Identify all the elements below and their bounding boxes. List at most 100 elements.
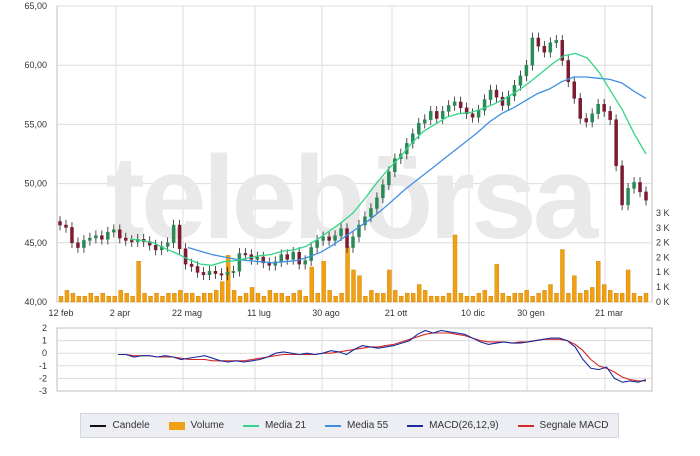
candle [351,236,355,248]
price-tick-label: 40,00 [24,297,47,307]
legend-label-macd: MACD(26,12,9) [429,420,499,431]
volume-bar [112,295,117,303]
candle [500,96,505,106]
volume-bar [536,293,541,303]
volume-bar [285,295,291,303]
volume-bar [584,290,589,303]
volume-bar [524,290,529,303]
price-panel [56,5,653,303]
candle [303,260,307,265]
legend-item-macd: MACD(26,12,9) [407,420,499,431]
volume-tick-label: 3 K [656,223,670,233]
candle [363,216,367,226]
candle [213,270,218,274]
candle [375,197,379,209]
candle [638,182,642,193]
volume-bar [255,293,261,303]
volume-bar [243,293,249,303]
legend-label-media55: Media 55 [347,420,389,431]
candle [64,224,68,228]
volume-bar [178,290,183,303]
volume-bar [208,293,213,303]
volume-bar [225,255,231,303]
volume-bar [327,290,332,303]
candle [315,240,319,248]
price-tick-label: 45,00 [24,238,47,248]
candle [608,111,612,120]
volume-bar [452,234,458,303]
volume-bar [363,295,368,303]
candle [255,256,260,260]
volume-bar [512,293,517,303]
candle [219,273,224,276]
volume-bar [345,246,350,303]
volume-bar [488,295,493,303]
volume-tick-label: 1 K [656,267,670,277]
volume-bar [608,290,613,303]
volume-bar [154,293,159,303]
candle [614,119,618,167]
candle [339,228,343,236]
volume-bar [202,293,207,303]
legend: Candele Volume Media 21 Media 55 MACD(26… [80,413,619,438]
volume-bar [602,284,607,303]
volume-bar [422,290,428,303]
candle [297,252,301,265]
volume-tick-label: 2 K [656,238,670,248]
candle [100,235,104,240]
candle [596,104,600,114]
volume-bar [446,293,452,303]
candle [536,37,541,47]
candle [195,266,200,273]
x-tick-label: 30 gen [517,308,545,318]
volume-bar [166,293,171,303]
volume-tick-label: 2 K [656,252,670,262]
macd-tick-label: -2 [39,373,47,383]
volume-bar [231,290,237,303]
price-tick-label: 50,00 [24,179,47,189]
candle [357,224,361,238]
volume-bar [428,295,434,303]
candle [94,235,98,239]
x-tick-label: 10 dic [461,308,486,318]
candle [494,89,499,98]
macd-tick-label: 2 [42,323,47,333]
candle [632,182,636,189]
volume-bar [405,293,410,303]
x-tick-label: 22 mag [172,308,202,318]
legend-label-volume: Volume [190,420,225,431]
legend-label-signal: Segnale MACD [539,420,609,431]
volume-bar [596,261,601,303]
volume-bar [500,293,505,303]
volume-bar [542,290,547,303]
volume-bar [184,293,189,303]
candle [560,40,565,61]
candle [470,113,475,118]
candle [452,101,457,106]
candle [434,111,439,119]
candle [411,133,415,144]
volume-bar [315,293,320,303]
candle [189,263,194,267]
candle [124,237,128,241]
volume-bar [118,290,123,303]
volume-bar [631,293,637,303]
volume-bar [554,293,559,303]
candle [106,231,110,240]
volume-bar [309,266,314,303]
candle [165,242,170,247]
macd-line [118,329,647,383]
media55-line [187,76,647,264]
candle [423,119,427,124]
volume-bar [351,269,356,303]
volume-bar [619,293,625,303]
volume-bar [518,293,523,303]
candle [225,272,230,276]
candle [70,227,74,244]
candle [578,98,582,119]
legend-item-signal: Segnale MACD [517,420,609,431]
candle [369,208,373,218]
volume-bar [458,293,464,303]
volume-bar [613,293,619,303]
candle [183,248,188,265]
